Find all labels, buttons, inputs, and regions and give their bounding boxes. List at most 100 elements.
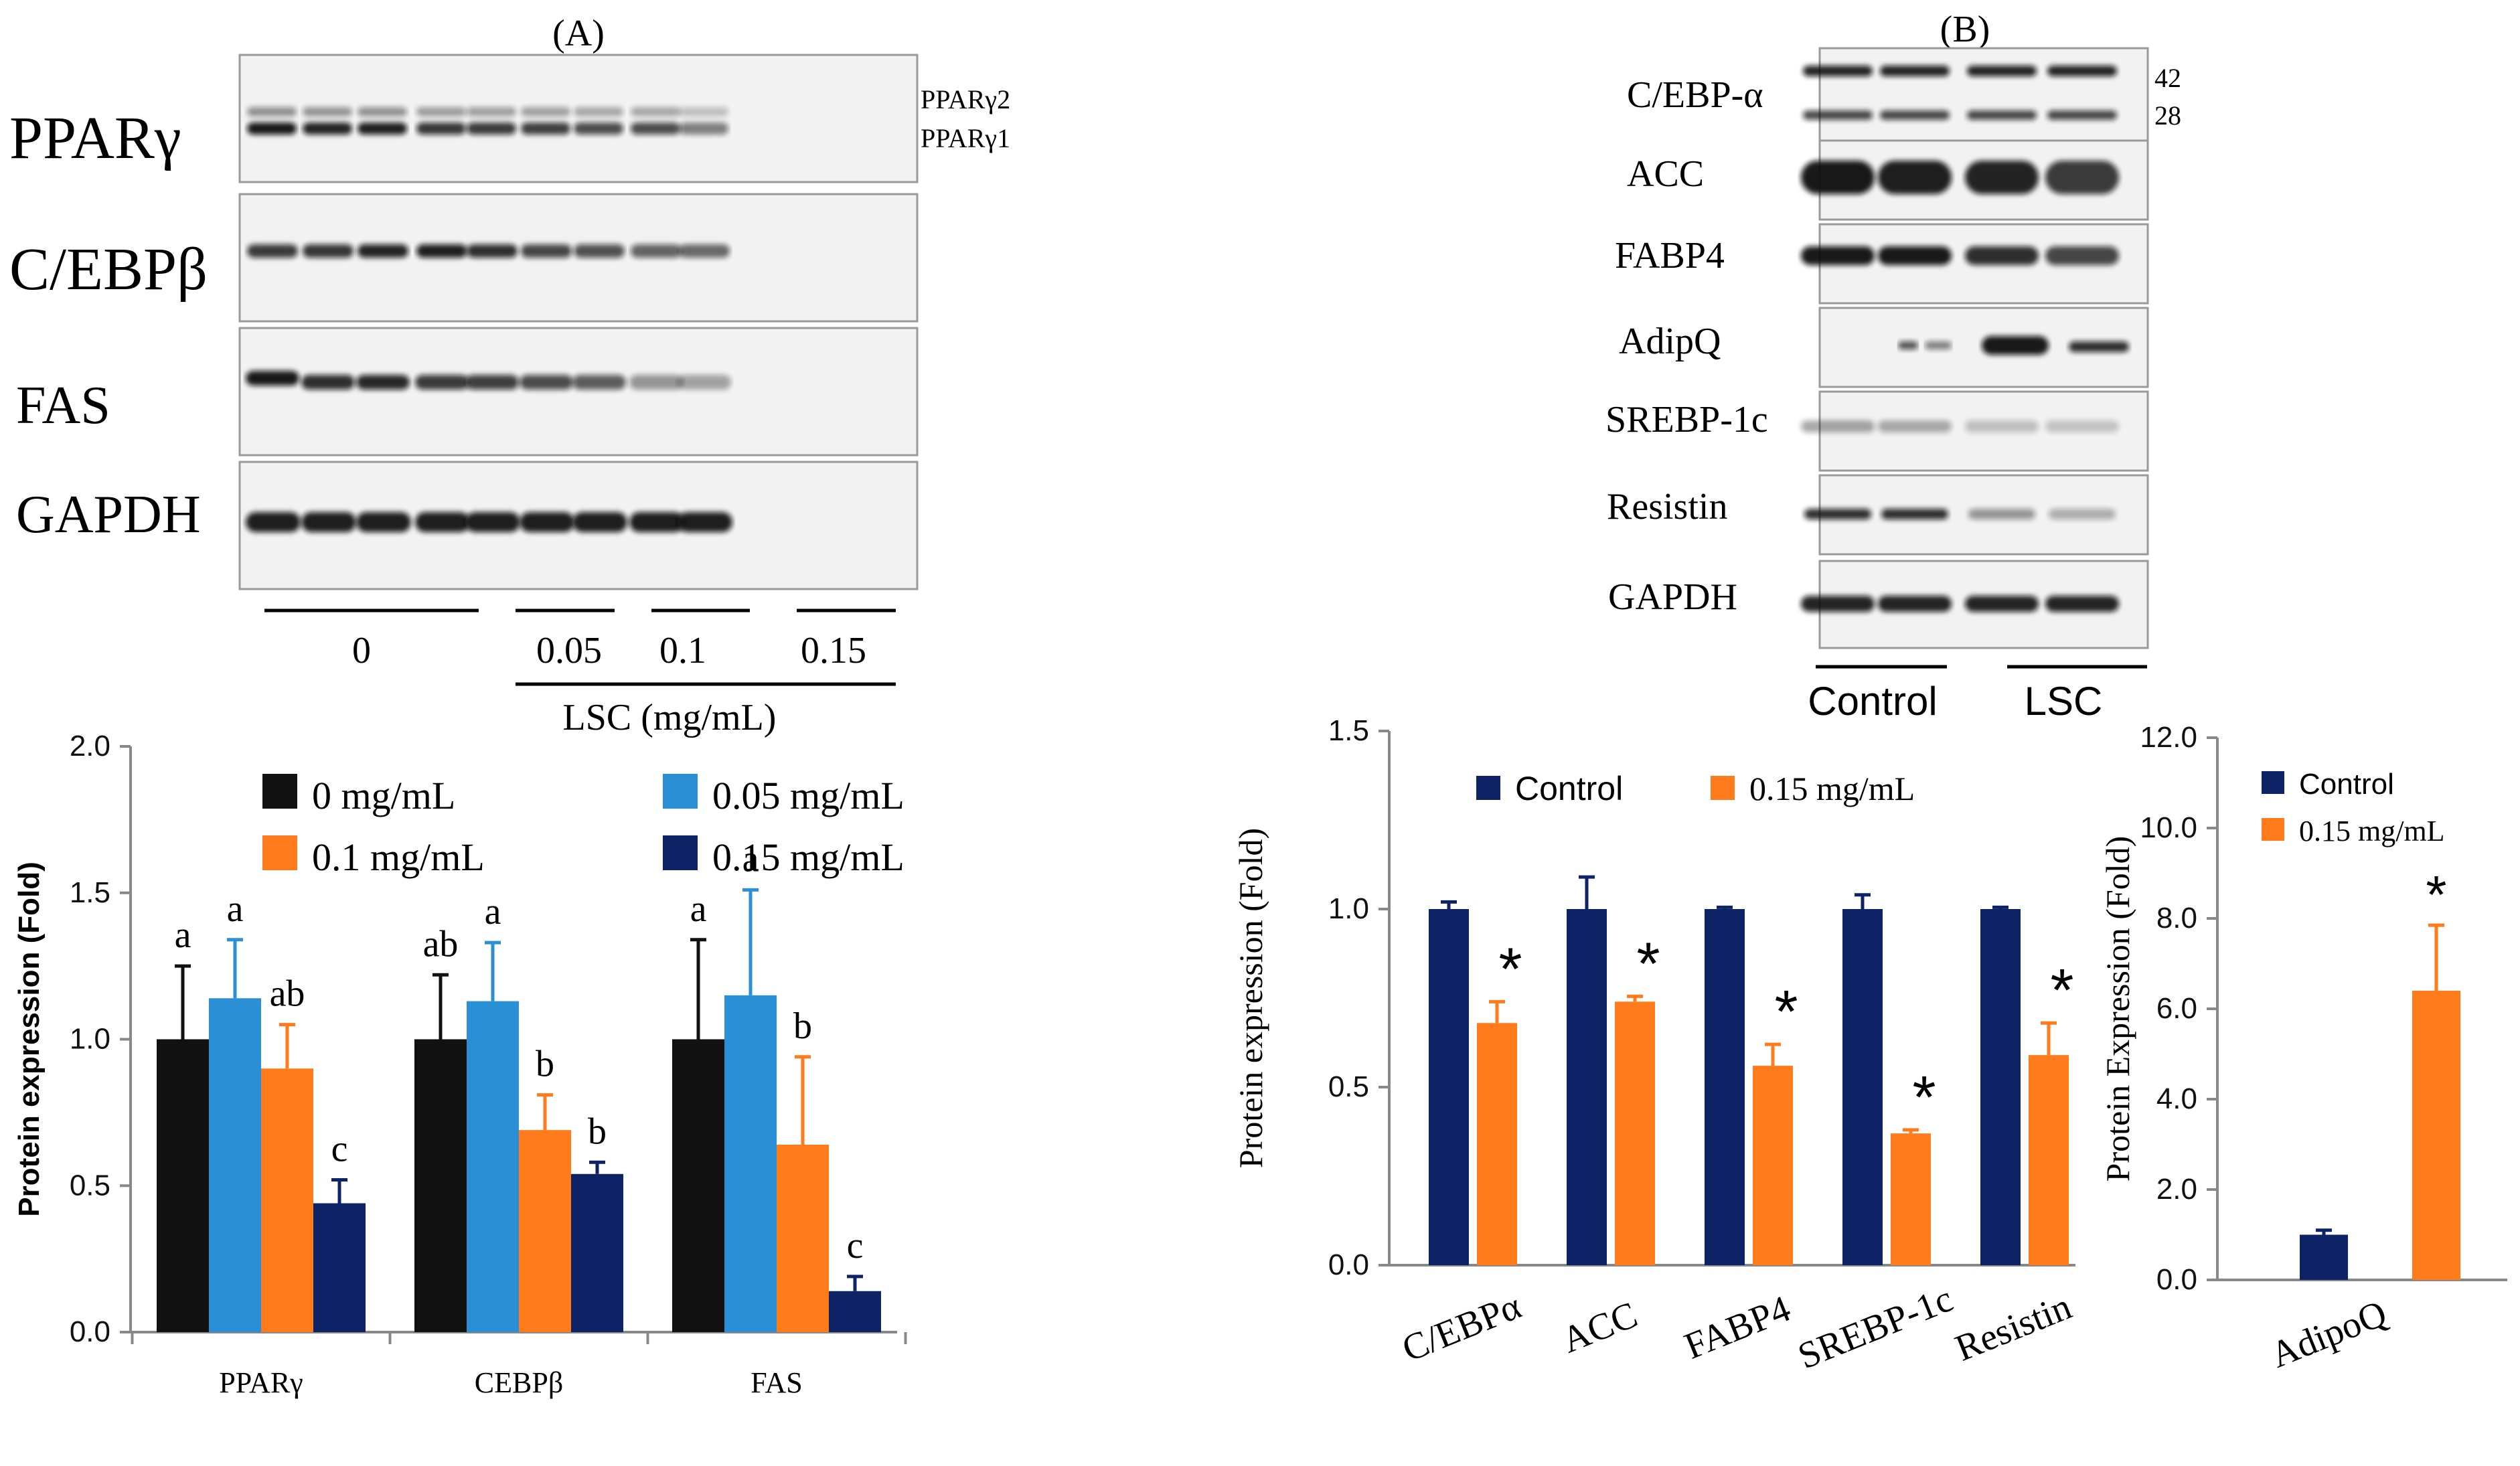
blot-b-adipq	[1818, 307, 2149, 388]
blot-b-label-gapdh: GAPDH	[1608, 576, 1737, 618]
legend-label: 0.15 mg/mL	[1749, 770, 1915, 807]
y-tick-label: 8.0	[2156, 902, 2197, 934]
blot-a-label-cebpb: C/EBPβ	[9, 236, 208, 303]
significance-letter: a	[690, 888, 707, 930]
dose-label-0-05: 0.05	[536, 630, 602, 671]
blot-b-fabp4	[1801, 223, 2149, 305]
blot-a-pparg-band	[467, 107, 516, 116]
blot-b-resistin-band	[2049, 509, 2116, 519]
group-label-control: Control	[1808, 679, 1937, 724]
blot-a-pparg-band	[679, 107, 728, 116]
blot-a-fas-band	[465, 375, 519, 390]
legend-swatch	[1711, 776, 1735, 800]
legend-label: 0.1 mg/mL	[312, 835, 485, 879]
blot-a-pparg-frame	[238, 54, 919, 183]
blot-a-cebpb-band	[467, 244, 518, 258]
blot-b-label-resistin: Resistin	[1607, 486, 1727, 527]
blot-a-cebpb-band	[416, 244, 467, 258]
y-tick-label: 0.0	[2156, 1263, 2197, 1296]
blot-b-gapdh	[1801, 560, 2149, 649]
blot-a-fas-band	[572, 375, 626, 390]
legend-swatch	[663, 774, 698, 809]
blot-a-pparg-band	[303, 123, 352, 135]
blot-a-fas-band	[629, 375, 683, 390]
blot-a-gapdh-band	[520, 512, 574, 532]
legend-swatch	[262, 835, 297, 870]
blot-a-gapdh-band	[246, 512, 301, 532]
bar	[672, 1039, 724, 1332]
legend-label: 0.05 mg/mL	[712, 774, 904, 817]
blot-b-adipq-band	[1925, 341, 1952, 349]
dose-label-0: 0	[352, 630, 371, 671]
dose-group-lines	[264, 608, 896, 686]
blot-a-label-fas: FAS	[16, 376, 110, 435]
significance-letter: a	[485, 891, 501, 932]
blot-b-gapdh-band	[1965, 596, 2039, 612]
blot-b-resistin-band	[1968, 509, 2035, 519]
category-label: C/EBPα	[1397, 1285, 1527, 1370]
legend-swatch	[2262, 771, 2284, 794]
y-tick-label: 12.0	[2140, 721, 2197, 754]
blot-a-cebpb-band	[303, 244, 353, 258]
significance-star: *	[2050, 957, 2073, 1024]
blot-b-adipq-band	[1982, 336, 2049, 355]
blot-b-fabp4-band	[1878, 246, 1952, 265]
bar	[1429, 909, 1469, 1265]
y-tick-label: 10.0	[2140, 811, 2197, 844]
legend-label: 0 mg/mL	[312, 774, 455, 817]
significance-letter: a	[742, 838, 759, 880]
legend-label: Control	[2299, 768, 2394, 801]
chart-panel-b-adipoq: 0.0 2.0 4.0 6.0 8.0 10.0 12.0 Protein Expressio…	[2099, 721, 2507, 1376]
chart-panel-a: 0.0 0.5 1.0 1.5 2.0 Protein expression (Fold)…	[13, 730, 907, 1399]
blot-a-fas-band	[520, 375, 573, 390]
y-tick-label: 0.5	[70, 1169, 110, 1202]
blot-a-gapdh-band	[465, 512, 520, 532]
significance-letter: c	[331, 1129, 348, 1170]
blot-a-pparg-band	[247, 107, 297, 116]
blot-a-cebpb-band	[574, 244, 625, 258]
blot-b-cebpa-band	[1880, 66, 1950, 76]
blot-a-pparg-band	[358, 107, 407, 116]
blot-a-pparg-band	[303, 107, 352, 116]
blot-b-srebp1c-band	[1801, 420, 1875, 432]
blot-a-gapdh	[238, 461, 919, 590]
y-axis-label: Protein Expression (Fold)	[2099, 836, 2136, 1182]
blot-b-cebpa-band	[1803, 66, 1873, 76]
bar	[1705, 909, 1745, 1265]
bar	[1891, 1133, 1931, 1265]
bar	[724, 995, 777, 1332]
blot-b-cebpa-band	[2047, 66, 2117, 76]
legend-label: 0.15 mg/mL	[712, 835, 904, 879]
legend-label: Control	[1515, 770, 1623, 807]
blot-b-srebp1c-band	[1878, 420, 1952, 432]
significance-letter: a	[227, 888, 244, 930]
blot-a-fas-band	[415, 375, 469, 390]
bar	[777, 1145, 829, 1332]
significance-star: *	[1636, 930, 1660, 997]
y-tick-label: 0.0	[70, 1315, 110, 1348]
y-tick-label: 0.5	[1328, 1070, 1369, 1103]
y-tick-label: 1.5	[70, 876, 110, 909]
blot-b-label-cebpa: C/EBP-α	[1627, 74, 1763, 116]
dose-label-0-15: 0.15	[801, 630, 866, 671]
category-label: PPARγ	[219, 1366, 303, 1399]
blot-a-fas-band	[246, 371, 299, 386]
blot-b-fabp4-band	[1965, 246, 2039, 265]
bar	[2412, 991, 2460, 1280]
blot-b-gapdh-band	[2045, 596, 2119, 612]
bar	[1842, 909, 1883, 1265]
significance-star: *	[1774, 979, 1798, 1046]
blot-b-cebpa-band	[1803, 110, 1873, 120]
y-tick-label: 1.0	[70, 1023, 110, 1056]
blot-a-cebpb	[238, 193, 919, 323]
blot-b-acc-band	[1801, 161, 1875, 194]
blot-b-adipq-band	[2069, 341, 2129, 352]
chart-panel-b: 0.0 0.5 1.0 1.5 Protein expression (Fold) * C/…	[1232, 714, 2077, 1378]
blot-a-fas-frame	[238, 327, 919, 457]
bar	[1567, 909, 1607, 1265]
mw-label-28: 28	[2154, 100, 2181, 131]
significance-star: *	[1912, 1064, 1936, 1131]
y-tick-label: 4.0	[2156, 1082, 2197, 1115]
blot-b-cebpa-band	[2047, 110, 2117, 120]
